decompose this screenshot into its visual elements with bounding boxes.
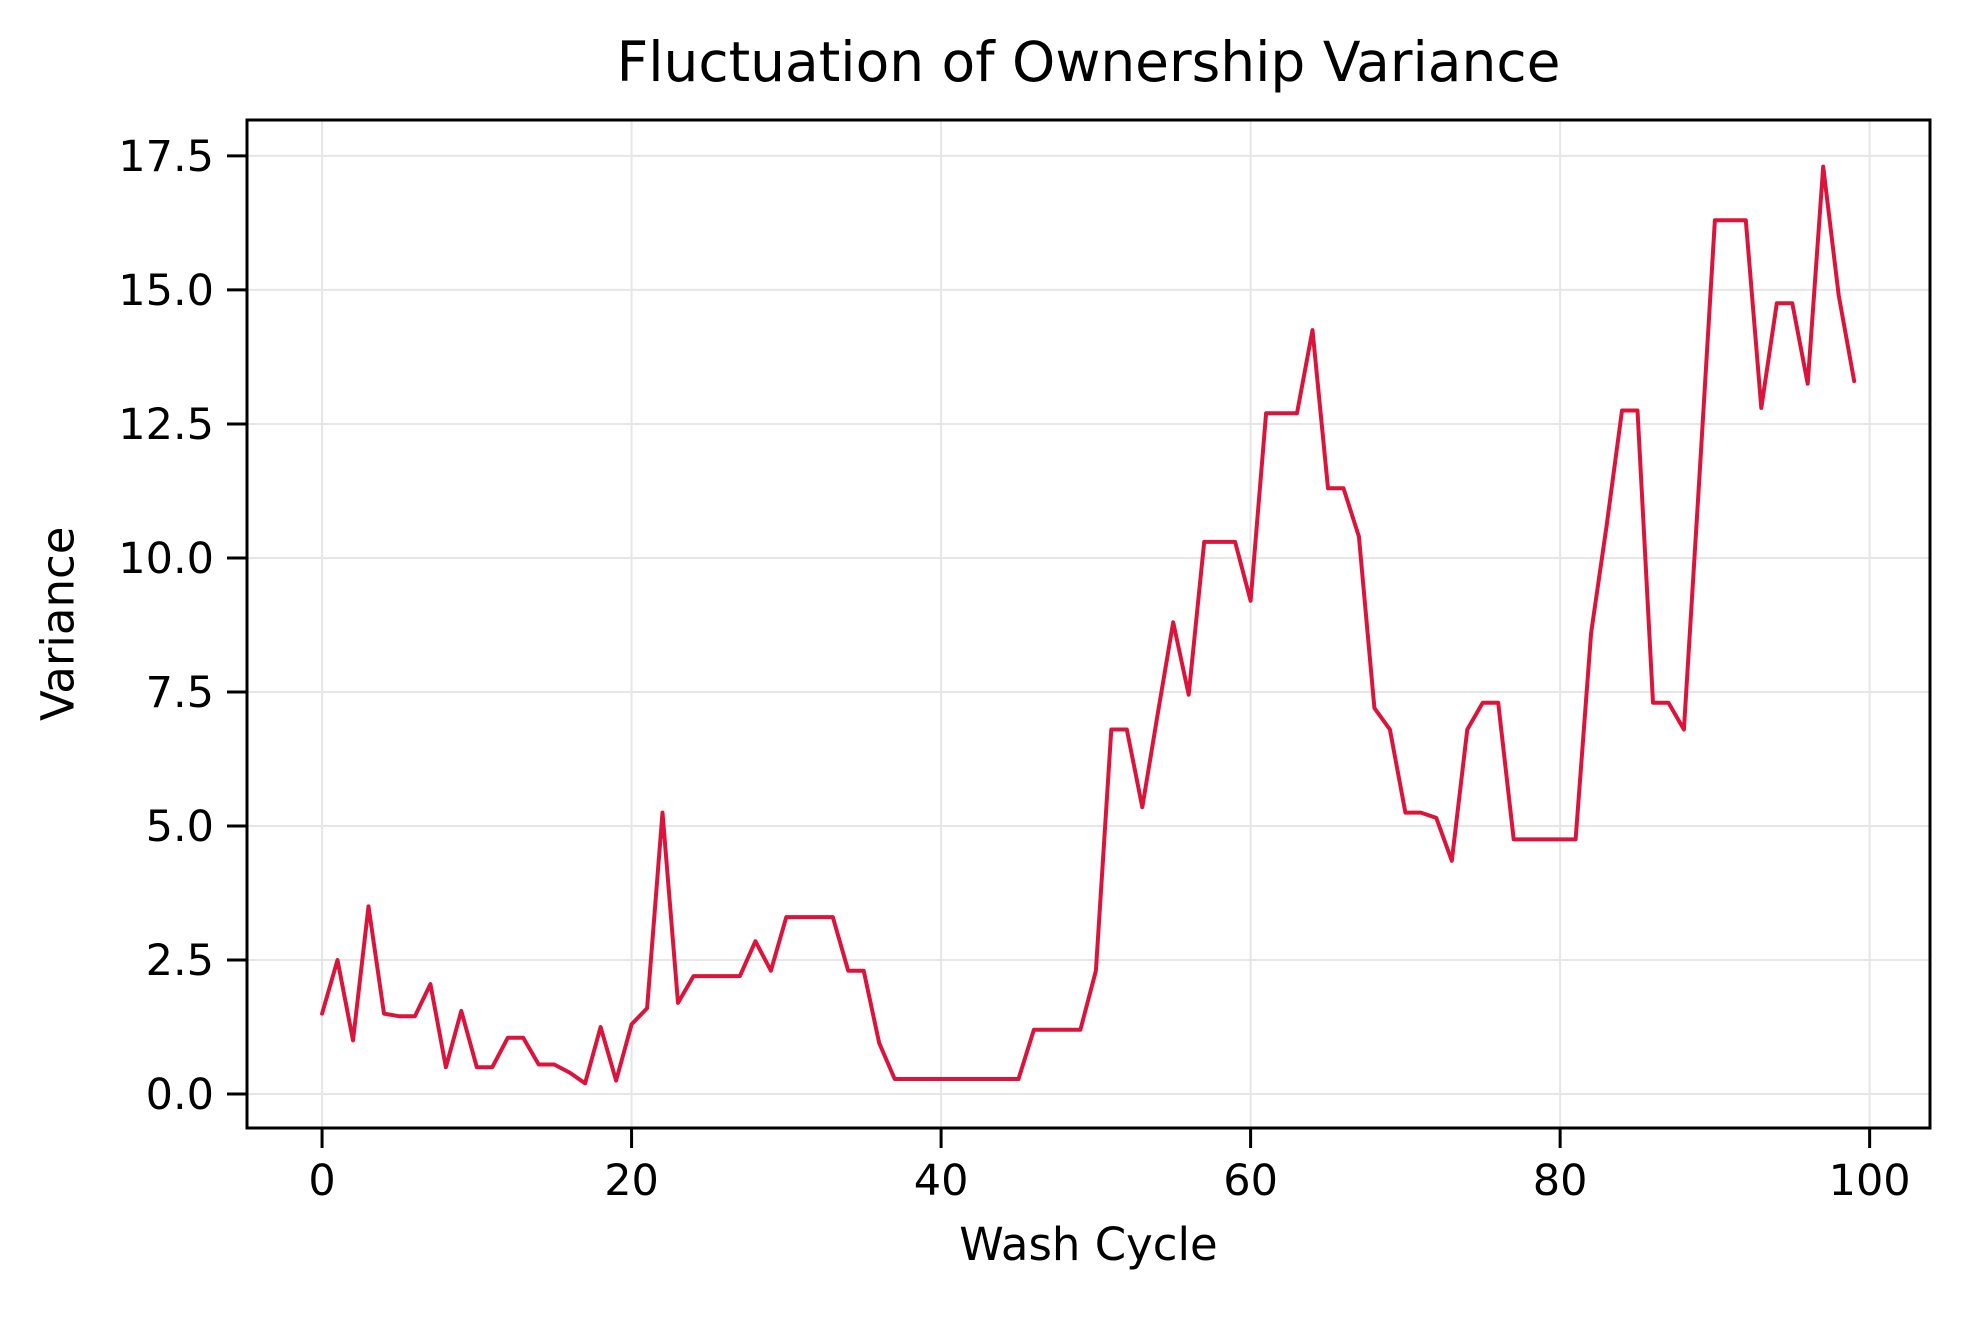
x-tick-label: 40 bbox=[914, 1156, 969, 1206]
y-tick-label: 17.5 bbox=[118, 132, 214, 182]
y-tick-label: 5.0 bbox=[146, 802, 214, 852]
variance-line bbox=[320, 164, 1857, 1086]
x-tick-label: 80 bbox=[1533, 1156, 1588, 1206]
x-tick-label: 60 bbox=[1223, 1156, 1278, 1206]
x-tick-label: 100 bbox=[1829, 1156, 1911, 1206]
y-tick-label: 2.5 bbox=[146, 936, 214, 986]
x-tick-label: 0 bbox=[308, 1156, 335, 1206]
x-axis-label: Wash Cycle bbox=[959, 1218, 1218, 1271]
y-tick-label: 10.0 bbox=[118, 534, 214, 584]
y-tick-label: 7.5 bbox=[146, 668, 214, 718]
y-tick-label: 0.0 bbox=[146, 1070, 214, 1120]
y-axis-label: Variance bbox=[31, 526, 85, 722]
chart-title: Fluctuation of Ownership Variance bbox=[616, 30, 1561, 94]
x-tick-label: 20 bbox=[604, 1156, 659, 1206]
y-tick-label: 15.0 bbox=[118, 266, 214, 316]
y-tick-label: 12.5 bbox=[118, 400, 214, 450]
plot-spines bbox=[245, 118, 1932, 1130]
